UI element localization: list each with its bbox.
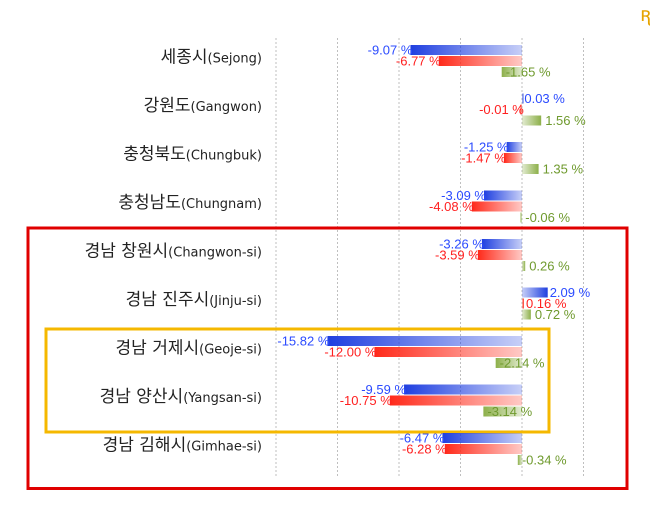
data-label: -10.75 % — [340, 393, 392, 408]
data-label: 1.35 % — [543, 162, 584, 177]
bar — [438, 56, 522, 66]
data-label: -1.65 % — [506, 65, 551, 80]
bar — [477, 250, 522, 260]
highlight-box — [44, 327, 551, 434]
bar — [327, 336, 522, 346]
bar — [522, 298, 524, 309]
data-label: -12.00 % — [324, 345, 376, 360]
bar — [522, 287, 548, 298]
data-label: -3.09 % — [441, 188, 486, 203]
bar — [503, 153, 522, 163]
data-label: 0.03 % — [524, 91, 565, 106]
bar — [374, 347, 522, 357]
data-label: 0.26 % — [529, 259, 570, 274]
category-label: 강원도(Gangwon) — [144, 96, 262, 116]
bar — [520, 104, 522, 115]
data-label: -4.08 % — [429, 199, 474, 214]
bar — [483, 190, 522, 201]
data-label: -3.59 % — [435, 248, 480, 263]
data-label: -0.06 % — [525, 210, 570, 225]
corner-mark-icon: ꭆ — [640, 2, 650, 26]
data-label: -1.47 % — [461, 151, 506, 166]
bar — [410, 45, 522, 55]
data-label: -0.34 % — [522, 453, 567, 468]
data-label: -2.14 % — [500, 356, 545, 371]
data-labels: -9.07 % 0.03 % -1.25 % -3.09 % -3.26 % 2.09 %… — [277, 43, 590, 468]
data-label: 2.09 % — [550, 285, 591, 300]
bar — [483, 406, 522, 417]
data-label: -15.82 % — [277, 334, 329, 349]
category-labels: 세종시(Sejong) 강원도(Gangwon) 충청북도(Chungbuk) 충청남… — [85, 47, 262, 455]
bars — [327, 45, 548, 465]
bar — [501, 67, 522, 77]
bar — [444, 444, 522, 454]
bar — [506, 142, 522, 152]
data-label: -1.25 % — [464, 140, 509, 155]
category-label: 경남 김해시(Gimhae-si) — [103, 435, 262, 455]
category-label: 경남 진주시(Jinju-si) — [126, 290, 262, 310]
data-label: -6.28 % — [402, 442, 447, 457]
bar — [495, 358, 522, 368]
data-label: 1.56 % — [545, 113, 586, 128]
data-label: 0.72 % — [535, 307, 576, 322]
bar — [442, 433, 522, 443]
bar — [517, 455, 522, 465]
data-label: -6.77 % — [396, 54, 441, 69]
data-label: -6.47 % — [400, 431, 445, 446]
category-label: 경남 창원시(Changwon-si) — [85, 241, 262, 261]
category-label: 경남 양산시(Yangsan-si) — [100, 387, 262, 407]
bar — [481, 239, 522, 249]
bar — [522, 261, 526, 271]
bar — [520, 212, 522, 223]
category-label: 충청남도(Chungnam) — [118, 193, 262, 213]
highlight-boxes — [26, 226, 629, 490]
bar — [522, 309, 531, 320]
bar — [522, 93, 524, 104]
category-label: 세종시(Sejong) — [161, 47, 262, 67]
data-label: -9.07 % — [368, 43, 413, 58]
data-label: -3.26 % — [439, 237, 484, 252]
data-label: -9.59 % — [361, 382, 406, 397]
data-label: -3.14 % — [487, 404, 532, 419]
category-label: 충청북도(Chungbuk) — [123, 144, 262, 164]
bar — [471, 201, 522, 212]
bar — [522, 164, 539, 174]
data-label: -0.01 % — [479, 102, 524, 117]
data-label: 0.16 % — [526, 296, 567, 311]
bar — [522, 115, 542, 126]
bar — [404, 384, 522, 395]
bar — [389, 395, 522, 406]
highlight-box — [26, 226, 629, 490]
category-label: 경남 거제시(Geoje-si) — [116, 338, 262, 358]
